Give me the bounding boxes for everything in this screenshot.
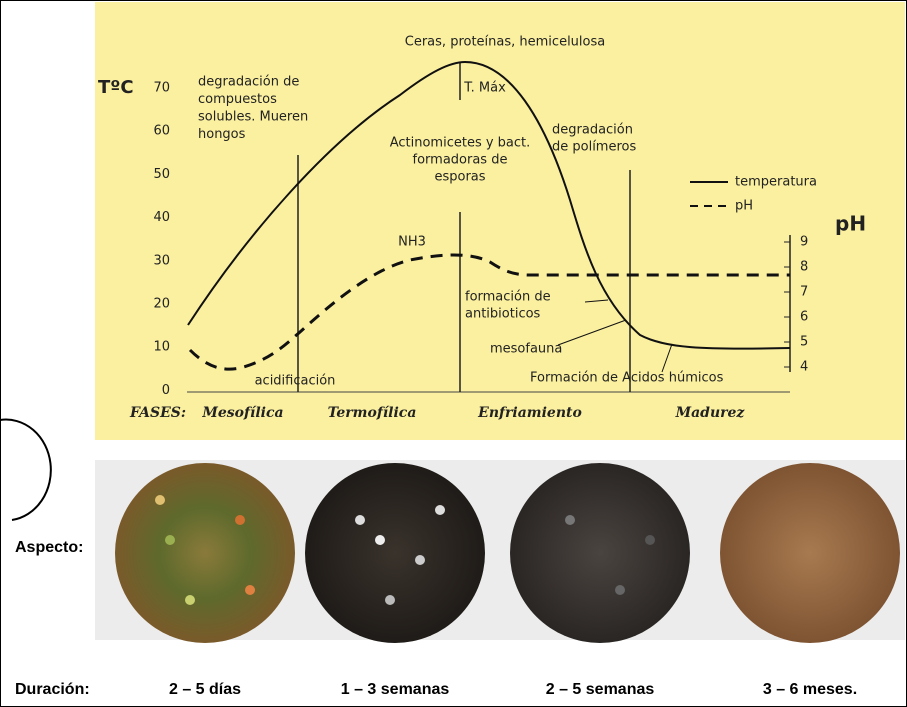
graph: Ceras, proteínas, hemicelulosa T. Máx Tº…: [98, 35, 866, 422]
duration-label: Duración:: [15, 681, 90, 698]
ph-tick-label: 6: [800, 310, 808, 325]
y-tick-label: 30: [153, 253, 170, 268]
photo-speck: [245, 585, 255, 595]
compost-photo: [115, 463, 295, 643]
annotation: degradación: [552, 123, 633, 138]
pointer: [661, 343, 673, 373]
y-tick-label: 40: [153, 210, 170, 225]
duration-value: 1 – 3 semanas: [341, 681, 450, 698]
phase-label: Madurez: [675, 405, 746, 421]
annotation: solubles. Mueren: [198, 110, 308, 125]
annotation: mesofauna: [490, 342, 562, 357]
ph-tick-label: 4: [800, 360, 808, 375]
legend-entry: temperatura: [735, 175, 817, 190]
compost-photo: [720, 463, 900, 643]
photo-speck: [155, 495, 165, 505]
phase-label: Termofílica: [328, 405, 417, 421]
photo-speck: [235, 515, 245, 525]
annotation: Formación de Acidos húmicos: [530, 371, 724, 386]
top-note: Ceras, proteínas, hemicelulosa: [405, 35, 605, 50]
ph-tick-label: 7: [800, 285, 808, 300]
annotation: formación de: [465, 290, 551, 305]
ph-axis-label: pH: [835, 212, 866, 236]
ph-tick-label: 5: [800, 335, 808, 350]
ph-curve: [188, 253, 790, 371]
annotation: hongos: [198, 127, 246, 142]
photo-speck: [375, 535, 385, 545]
photo-speck: [385, 595, 395, 605]
photo-speck: [435, 505, 445, 515]
ph-tick-label: 9: [800, 235, 808, 250]
stamp-edge: [0, 418, 52, 521]
phase-label: Enfriamiento: [477, 405, 582, 421]
phases-label: FASES:: [129, 405, 186, 421]
annotation: antibioticos: [465, 307, 541, 322]
photo-speck: [565, 515, 575, 525]
annotation: Actinomicetes y bact.: [390, 136, 531, 151]
phase-label: Mesofílica: [201, 405, 283, 421]
annotation: de polímeros: [552, 140, 636, 155]
y-tick-label: 70: [153, 81, 170, 96]
temperature-curve: [187, 60, 791, 350]
graph-panel: [95, 2, 905, 440]
annotation: compuestos: [198, 92, 277, 107]
pointer: [584, 299, 609, 303]
photo-speck: [645, 535, 655, 545]
compost-photo: [305, 463, 485, 643]
annotation: esporas: [434, 170, 485, 185]
annotation: acidificación: [255, 374, 336, 389]
y-tick-label: 20: [153, 297, 170, 312]
y-tick-label: 60: [153, 124, 170, 139]
photo-speck: [615, 585, 625, 595]
pointer: [557, 319, 627, 346]
annotation: degradación de: [198, 75, 299, 90]
y-tick-label: 50: [153, 167, 170, 182]
compost-photo: [510, 463, 690, 643]
photo-speck: [355, 515, 365, 525]
y-axis-label: TºC: [98, 77, 134, 98]
photo-speck: [185, 595, 195, 605]
duration-value: 2 – 5 días: [169, 681, 241, 698]
y-tick-label: 0: [162, 383, 170, 398]
photo-speck: [165, 535, 175, 545]
duration-value: 2 – 5 semanas: [546, 681, 655, 698]
duration-value: 3 – 6 meses.: [763, 681, 857, 698]
aspect-label: Aspecto:: [15, 539, 83, 556]
legend-entry: pH: [735, 199, 753, 214]
annotation: formadoras de: [413, 153, 508, 168]
y-tick-label: 10: [153, 340, 170, 355]
annotation: NH3: [398, 235, 426, 250]
peak-label: T. Máx: [463, 81, 506, 96]
ph-tick-label: 8: [800, 260, 808, 275]
photo-speck: [415, 555, 425, 565]
